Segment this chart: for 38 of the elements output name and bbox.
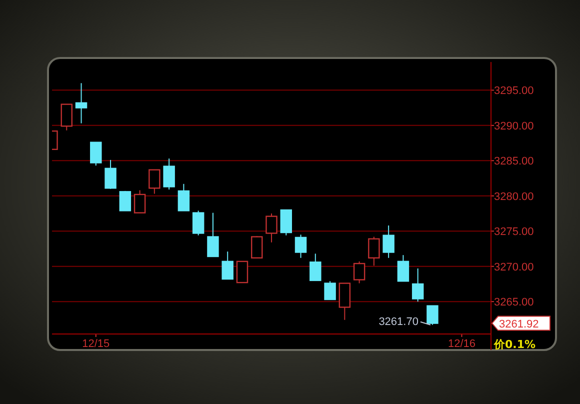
text: 3261.92	[499, 318, 539, 330]
candlestick	[222, 251, 234, 280]
x-tick-label: 12/15	[82, 338, 110, 350]
candlestick	[266, 213, 278, 243]
candlestick	[192, 210, 204, 236]
candlestick	[426, 305, 438, 326]
candlestick	[324, 280, 336, 300]
y-tick-label: 3295.00	[494, 85, 534, 98]
y-tick-label: 3270.00	[494, 261, 534, 274]
candlestick	[60, 104, 72, 131]
candlestick	[310, 253, 322, 282]
candlestick	[163, 158, 175, 190]
candlestick	[338, 282, 351, 320]
candlestick	[104, 159, 116, 190]
candlestick	[119, 190, 132, 212]
candlestick	[148, 169, 160, 194]
y-tick-label: 3280.00	[494, 190, 534, 203]
candlestick	[368, 236, 380, 266]
candlestick	[382, 224, 394, 258]
candlestick	[412, 268, 424, 302]
annotation: 3261.70	[378, 316, 418, 328]
candlestick	[75, 82, 88, 124]
y-tick-label: 3290.00	[494, 120, 534, 132]
candlestick	[236, 260, 248, 284]
y-tick-label: 3265.00	[494, 296, 534, 309]
y-tick-label: 3285.00	[494, 156, 534, 168]
candlestick	[90, 142, 102, 166]
candlestick	[353, 260, 366, 284]
candlestick	[397, 254, 410, 282]
candlestick	[251, 236, 263, 258]
candlestick	[207, 212, 219, 258]
candlestick	[178, 183, 190, 212]
text: 价0.1%	[493, 338, 536, 351]
candlestick	[294, 234, 307, 258]
candlestick	[280, 209, 292, 236]
x-tick-label: 12/16	[448, 338, 476, 350]
candlestick	[134, 190, 146, 214]
y-tick-label: 3275.00	[494, 226, 534, 238]
